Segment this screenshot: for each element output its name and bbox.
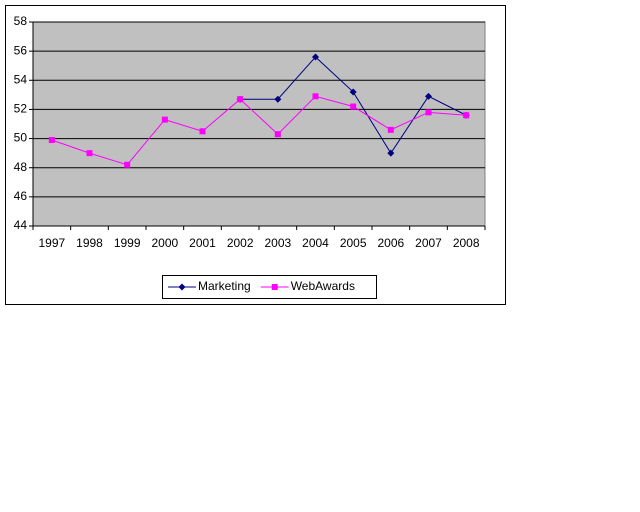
x-tick-label: 1998 — [76, 236, 103, 250]
x-tick-label: 2000 — [151, 236, 178, 250]
data-point — [312, 53, 319, 61]
data-point — [274, 131, 281, 138]
data-point — [425, 92, 432, 100]
data-point — [48, 137, 55, 144]
y-tick-label: 48 — [14, 160, 28, 174]
legend-marker — [178, 283, 186, 291]
data-point — [425, 109, 432, 116]
data-point — [86, 150, 93, 157]
x-tick-label: 2006 — [377, 236, 404, 250]
plot-area — [32, 21, 486, 227]
legend-label: Marketing — [198, 279, 251, 293]
data-point — [124, 161, 131, 168]
y-tick-label: 58 — [14, 14, 28, 28]
legend-label: WebAwards — [291, 279, 355, 293]
x-tick-label: 2003 — [264, 236, 291, 250]
series-line — [51, 95, 467, 166]
data-point — [312, 93, 319, 100]
x-tick-label: 2007 — [415, 236, 442, 250]
data-point — [274, 95, 282, 103]
x-tick-label: 1999 — [114, 236, 141, 250]
data-point — [199, 128, 206, 135]
y-tick-label: 52 — [14, 102, 28, 116]
x-tick-label: 2001 — [189, 236, 216, 250]
y-tick-label: 44 — [14, 218, 28, 232]
data-point — [463, 112, 470, 119]
x-tick-label: 2004 — [302, 236, 329, 250]
y-tick-label: 56 — [14, 43, 28, 57]
data-point — [387, 126, 394, 133]
x-tick-label: 1997 — [38, 236, 65, 250]
y-tick-label: 54 — [14, 72, 28, 86]
x-tick-label: 2008 — [453, 236, 480, 250]
x-tick-label: 2005 — [340, 236, 367, 250]
data-point — [349, 88, 357, 96]
data-point — [387, 149, 395, 157]
data-point — [161, 116, 168, 123]
y-tick-label: 46 — [14, 189, 28, 203]
legend-marker — [271, 284, 278, 290]
x-tick-label: 2002 — [227, 236, 254, 250]
data-point — [237, 96, 244, 103]
data-point — [350, 103, 357, 110]
y-tick-label: 50 — [14, 131, 28, 145]
